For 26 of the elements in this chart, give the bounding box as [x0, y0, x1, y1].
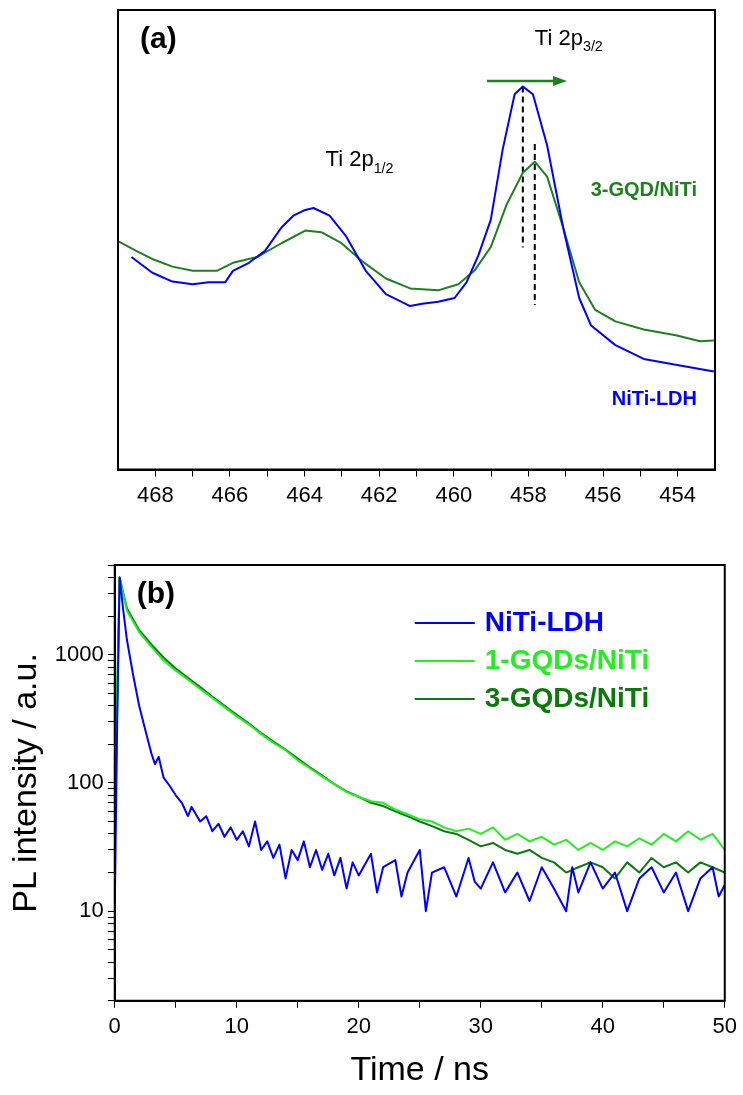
- x-tick-label: 20: [346, 1013, 371, 1039]
- x-tick-label: 458: [510, 481, 547, 507]
- x-tick-label: 40: [590, 1013, 615, 1039]
- x-tick-label: 466: [211, 481, 249, 507]
- x-tick-label: 464: [286, 481, 323, 507]
- text: (a): [140, 21, 177, 54]
- x-tick-label: 456: [584, 481, 622, 507]
- legend-label: 1-GQDs/NiTi: [484, 643, 650, 675]
- x-tick-label: 462: [360, 481, 398, 507]
- series-label: NiTi-LDH: [611, 387, 697, 410]
- x-tick-label: 30: [468, 1013, 493, 1039]
- x-tick-label: 50: [712, 1013, 738, 1039]
- y-tick-label: 1000: [54, 640, 104, 666]
- x-tick-label: 10: [224, 1013, 249, 1039]
- legend-label: NiTi-LDH: [484, 605, 605, 637]
- y-axis-title: PL intensity / a.u.: [4, 653, 43, 913]
- x-tick-label: 454: [659, 481, 697, 507]
- x-tick-label: 460: [435, 481, 473, 507]
- series-label: 3-GQD/NiTi: [590, 178, 697, 201]
- annotation: (b): [136, 576, 176, 609]
- y-tick-label: 10: [79, 897, 104, 923]
- x-tick-label: 468: [136, 481, 174, 507]
- y-tick-label: 100: [67, 768, 104, 794]
- x-axis-title: Time / ns: [350, 1048, 490, 1087]
- x-tick-label: 0: [108, 1013, 121, 1039]
- legend-label: 3-GQDs/NiTi: [484, 681, 650, 713]
